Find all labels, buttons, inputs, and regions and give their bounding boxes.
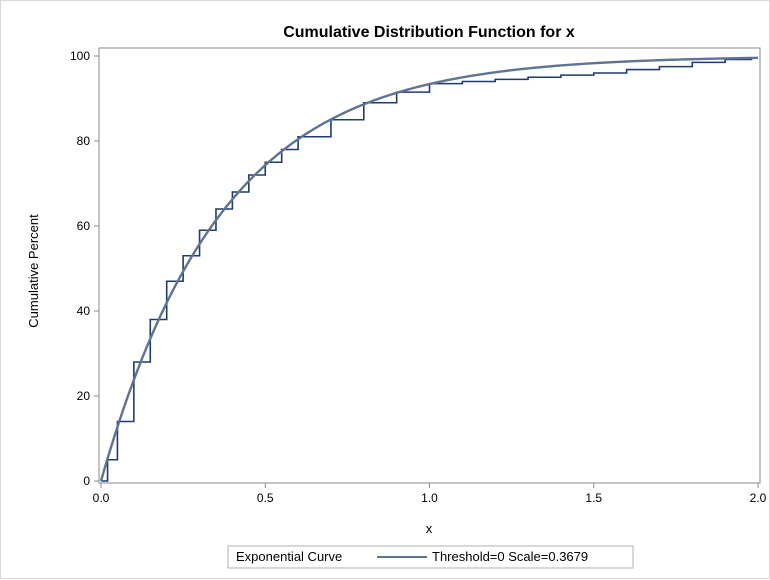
x-tick-label: 2.0: [750, 491, 767, 505]
y-tick-label: 40: [77, 304, 91, 318]
x-tick-label: 1.5: [585, 491, 602, 505]
y-tick-label: 100: [70, 49, 90, 63]
x-tick-label: 1.0: [421, 491, 438, 505]
ecdf-step-line: [101, 57, 753, 482]
chart-title: Cumulative Distribution Function for x: [283, 24, 575, 41]
y-tick-label: 80: [77, 134, 91, 148]
y-axis: 0 20 40 60 80 100: [70, 49, 99, 488]
legend-entry-label: Threshold=0 Scale=0.3679: [432, 549, 588, 564]
y-tick-label: 20: [77, 389, 91, 403]
x-axis: 0.0 0.5 1.0 1.5 2.0: [93, 483, 767, 505]
y-tick-label: 60: [77, 219, 91, 233]
y-tick-label: 0: [83, 474, 90, 488]
x-tick-label: 0.5: [257, 491, 274, 505]
x-tick-label: 0.0: [93, 491, 110, 505]
x-axis-label: x: [426, 521, 433, 536]
y-axis-label: Cumulative Percent: [26, 214, 41, 328]
exponential-curve-line: [99, 56, 759, 482]
legend-box: [227, 545, 634, 569]
legend-title: Exponential Curve: [236, 549, 342, 564]
plot-area-frame: [98, 47, 761, 484]
legend: Exponential Curve Threshold=0 Scale=0.36…: [227, 545, 634, 569]
series-layer: [99, 56, 759, 482]
